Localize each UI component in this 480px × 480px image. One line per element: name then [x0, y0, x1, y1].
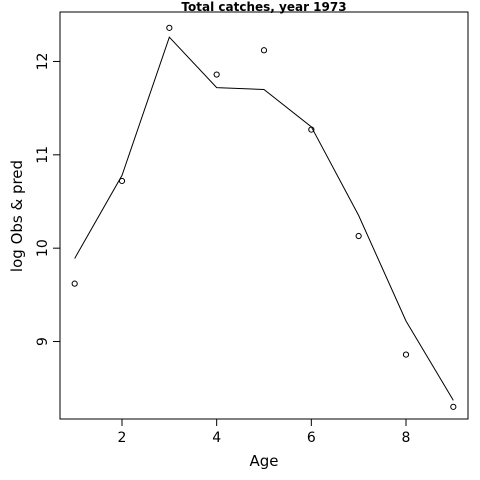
x-axis-label: Age [249, 452, 278, 470]
observed-points-series [71, 24, 457, 410]
y-axis: 9 10 11 12 [35, 53, 61, 346]
y-axis-label: log Obs & pred [8, 160, 26, 272]
observed-point [402, 351, 410, 358]
x-tick-label: 2 [118, 430, 127, 446]
predicted-line-series [74, 36, 454, 401]
observed-point [71, 280, 78, 287]
x-tick-label: 4 [212, 430, 221, 446]
x-axis: 2 4 6 8 [118, 418, 411, 446]
observed-point [355, 232, 362, 240]
y-tick-label: 12 [35, 53, 51, 71]
y-tick-label: 11 [35, 146, 51, 164]
plot-frame [59, 11, 469, 420]
observed-point [308, 126, 315, 133]
observed-point [450, 403, 457, 410]
x-tick-label: 6 [307, 430, 316, 446]
y-tick-label: 9 [35, 337, 51, 346]
observed-point [260, 47, 268, 54]
chart-title: Total catches, year 1973 [181, 0, 346, 14]
predicted-line [74, 36, 454, 401]
observed-point [166, 24, 173, 31]
y-tick-label: 10 [35, 239, 51, 257]
x-tick-label: 8 [402, 430, 411, 446]
observed-point [118, 177, 126, 185]
observed-point [213, 71, 220, 78]
